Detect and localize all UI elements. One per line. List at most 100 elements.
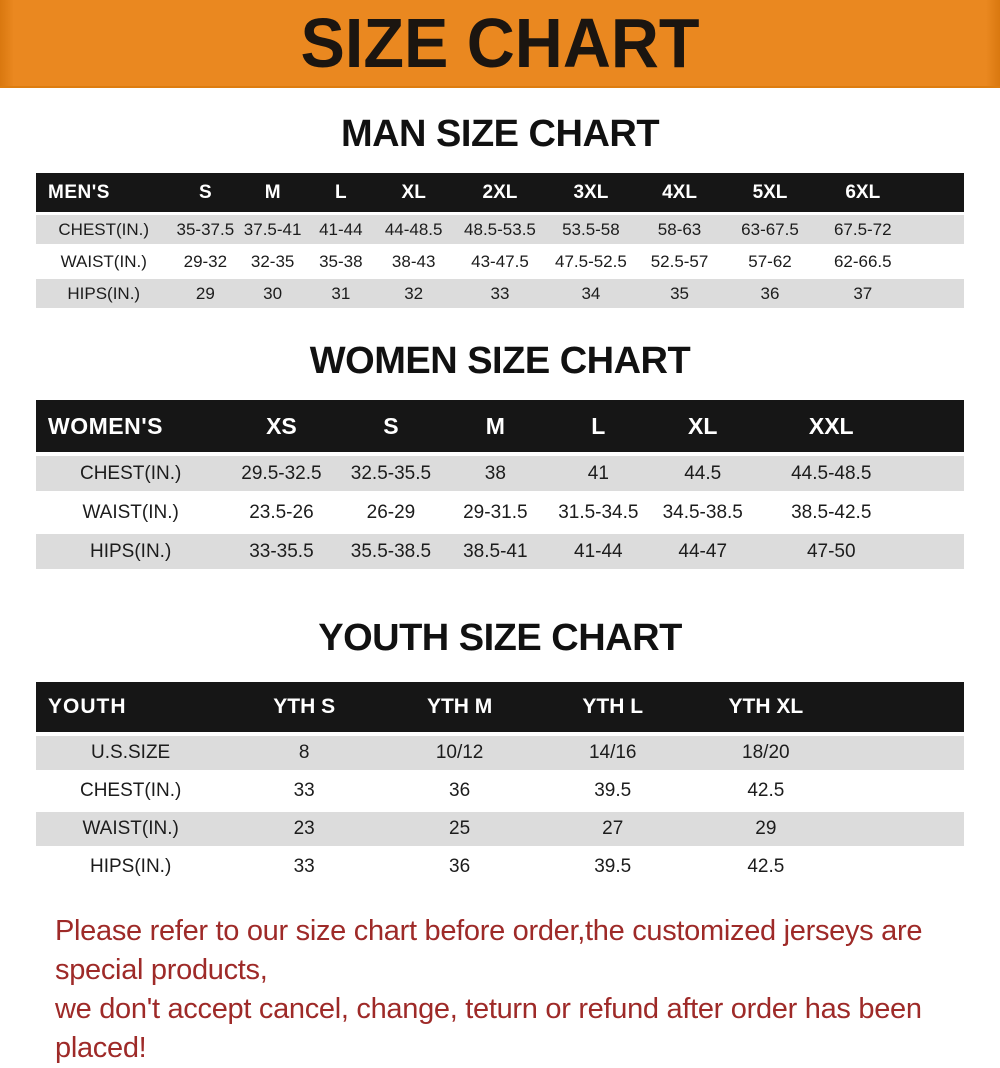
table-cell: 38.5-41 xyxy=(463,540,528,562)
womens-size-table: WOMEN'S XS S M L XL XXL CHEST(IN.) 29.5-… xyxy=(36,400,964,569)
disclaimer-line-2: we don't accept cancel, change, teturn o… xyxy=(55,993,922,1064)
womens-header-row: WOMEN'S XS S M L XL XXL xyxy=(36,400,964,452)
table-cell: 23.5-26 xyxy=(249,501,314,523)
row-label: WAIST(IN.) xyxy=(82,501,179,523)
table-cell: 30 xyxy=(263,283,283,303)
column-header: 3XL xyxy=(573,181,609,203)
table-cell: 43-47.5 xyxy=(471,251,529,271)
disclaimer-line-1: Please refer to our size chart before or… xyxy=(55,915,923,986)
mens-size-table: MEN'S S M L XL 2XL 3XL 4XL 5XL 6XL CHEST… xyxy=(36,173,964,308)
table-cell: 35-37.5 xyxy=(176,219,235,239)
column-header: 5XL xyxy=(752,181,788,203)
table-cell: 29 xyxy=(755,818,777,839)
size-chart-banner: SIZE CHART xyxy=(0,0,1000,88)
table-cell: 8 xyxy=(298,742,310,763)
column-header: XL xyxy=(688,412,718,439)
table-cell: 39.5 xyxy=(594,780,632,801)
column-header: XL xyxy=(401,181,426,203)
column-header: XXL xyxy=(808,412,854,439)
column-header: L xyxy=(591,412,606,439)
table-cell: 44-47 xyxy=(678,540,728,562)
table-cell: 18/20 xyxy=(742,742,790,763)
youth-header-label: YOUTH xyxy=(48,695,127,718)
table-cell: 36 xyxy=(760,283,780,303)
row-label: U.S.SIZE xyxy=(91,742,171,763)
table-row-waist: WAIST(IN.) 23 25 27 29 xyxy=(36,812,964,846)
column-header: S xyxy=(383,412,399,439)
table-cell: 31.5-34.5 xyxy=(558,501,639,523)
table-cell: 35 xyxy=(670,283,689,303)
table-cell: 38 xyxy=(484,462,506,484)
table-cell: 62-66.5 xyxy=(833,251,892,271)
banner-title: SIZE CHART xyxy=(300,4,700,82)
table-row-chest: CHEST(IN.) 29.5-32.5 32.5-35.5 38 41 44.… xyxy=(36,456,964,491)
table-cell: 38.5-42.5 xyxy=(791,501,872,523)
row-label: WAIST(IN.) xyxy=(60,251,147,271)
table-cell: 48.5-53.5 xyxy=(464,219,536,239)
table-cell: 34.5-38.5 xyxy=(662,501,743,523)
table-cell: 47.5-52.5 xyxy=(554,251,627,271)
table-cell: 35-38 xyxy=(319,251,363,271)
table-cell: 39.5 xyxy=(594,856,632,877)
column-header: M xyxy=(264,181,281,203)
youth-header-row: YOUTH YTH S YTH M YTH L YTH XL xyxy=(36,682,964,732)
women-section-heading: WOMEN SIZE CHART xyxy=(309,340,691,382)
column-header: 4XL xyxy=(662,181,697,203)
table-cell: 32-35 xyxy=(250,251,295,271)
table-row-ussize: U.S.SIZE 8 10/12 14/16 18/20 xyxy=(36,736,964,770)
table-cell: 57-62 xyxy=(748,251,792,271)
table-cell: 44.5 xyxy=(684,462,722,484)
table-cell: 33 xyxy=(293,856,315,877)
table-row-hips: HIPS(IN.) 29 30 31 32 33 34 35 36 37 xyxy=(36,279,964,308)
table-cell: 41-44 xyxy=(319,219,363,239)
column-header: 6XL xyxy=(845,181,881,203)
row-label: CHEST(IN.) xyxy=(79,462,182,484)
column-header: YTH L xyxy=(582,695,644,718)
row-label: HIPS(IN.) xyxy=(90,540,172,562)
table-cell: 33 xyxy=(490,283,510,303)
column-header: M xyxy=(485,412,505,439)
table-cell: 33-35.5 xyxy=(249,540,314,562)
womens-header-label: WOMEN'S xyxy=(48,412,164,439)
table-cell: 32.5-35.5 xyxy=(350,462,432,484)
row-label: HIPS(IN.) xyxy=(67,283,141,303)
table-cell: 25 xyxy=(449,818,471,839)
column-header: S xyxy=(199,181,212,203)
table-cell: 33 xyxy=(293,780,315,801)
table-cell: 37.5-41 xyxy=(243,219,302,239)
table-cell: 67.5-72 xyxy=(833,219,892,239)
table-cell: 32 xyxy=(404,283,424,303)
row-label: HIPS(IN.) xyxy=(90,856,172,877)
table-cell: 36 xyxy=(449,856,471,877)
column-header: 2XL xyxy=(482,181,518,203)
row-label: CHEST(IN.) xyxy=(79,780,182,801)
table-cell: 29 xyxy=(195,283,215,303)
row-label: WAIST(IN.) xyxy=(82,818,179,839)
youth-size-table: YOUTH YTH S YTH M YTH L YTH XL U.S.SIZE … xyxy=(36,682,964,884)
table-cell: 10/12 xyxy=(435,742,484,763)
table-cell: 35.5-38.5 xyxy=(350,540,432,562)
table-cell: 41-44 xyxy=(574,540,623,562)
table-cell: 47-50 xyxy=(806,540,856,562)
table-cell: 53.5-58 xyxy=(562,219,620,239)
table-cell: 63-67.5 xyxy=(741,219,799,239)
table-cell: 31 xyxy=(331,283,351,303)
table-cell: 26-29 xyxy=(366,501,416,523)
column-header: YTH S xyxy=(273,695,336,718)
table-cell: 27 xyxy=(602,818,624,839)
table-cell: 44-48.5 xyxy=(384,219,443,239)
disclaimer-text: Please refer to our size chart before or… xyxy=(0,912,1000,1068)
column-header: YTH XL xyxy=(728,695,804,718)
column-header: L xyxy=(335,181,347,203)
table-cell: 44.5-48.5 xyxy=(791,462,872,484)
table-row-hips: HIPS(IN.) 33-35.5 35.5-38.5 38.5-41 41-4… xyxy=(36,534,964,569)
mens-header-label: MEN'S xyxy=(48,181,110,203)
column-header: YTH M xyxy=(426,695,493,718)
table-cell: 42.5 xyxy=(747,780,785,801)
table-row-chest: CHEST(IN.) 35-37.5 37.5-41 41-44 44-48.5… xyxy=(36,215,964,244)
table-cell: 23 xyxy=(293,818,315,839)
row-label: CHEST(IN.) xyxy=(58,219,150,239)
table-cell: 29-31.5 xyxy=(463,501,528,523)
table-cell: 37 xyxy=(853,283,873,303)
table-cell: 58-63 xyxy=(657,219,702,239)
